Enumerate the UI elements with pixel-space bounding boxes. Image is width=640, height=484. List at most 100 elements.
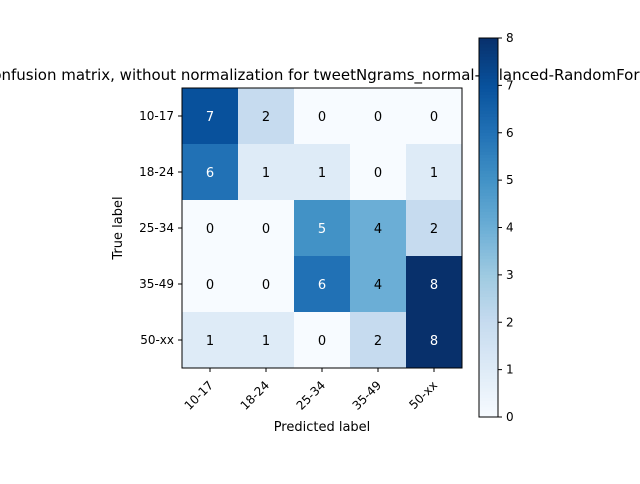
colorbar-segment — [479, 38, 498, 42]
colorbar-segment — [479, 246, 498, 251]
colorbar-segment — [479, 360, 498, 364]
cell-value-label: 0 — [206, 222, 214, 237]
cell-value-label: 1 — [430, 166, 438, 181]
colorbar-segment — [479, 208, 498, 213]
cell-value-label: 5 — [318, 222, 326, 237]
colorbar-segment — [479, 167, 498, 172]
colorbar-segment — [479, 75, 498, 80]
colorbar-segment — [479, 398, 498, 402]
y-tick-label: 25-34 — [139, 221, 174, 235]
colorbar-segment — [479, 312, 498, 317]
cell-labels: 7 2 0 0 0 6 1 1 0 1 0 0 5 4 2 0 0 6 4 8 1 1 0 2 8 — [206, 110, 438, 349]
colorbar-segment — [479, 126, 498, 131]
x-tick-label: 25-34 — [294, 378, 329, 413]
colorbar-segment — [479, 322, 498, 327]
colorbar-segment — [479, 356, 498, 361]
colorbar-segment — [479, 195, 498, 200]
colorbar-segment — [479, 202, 498, 206]
colorbar-tick-label: 8 — [506, 31, 514, 45]
colorbar-segment — [479, 47, 498, 52]
colorbar-segment — [479, 281, 498, 285]
colorbar-segment — [479, 233, 498, 238]
heatmap-cells — [182, 88, 463, 369]
heatmap-cell — [182, 256, 239, 313]
colorbar-segment — [479, 142, 498, 146]
heatmap-cell — [238, 88, 295, 145]
colorbar-segment — [479, 401, 498, 405]
colorbar-segment — [479, 186, 498, 191]
colorbar-segment — [479, 107, 498, 112]
heatmap-cell — [182, 312, 239, 369]
colorbar-segment — [479, 410, 498, 415]
colorbar-segment — [479, 63, 498, 68]
colorbar-segment — [479, 271, 498, 276]
colorbar-segment — [479, 205, 498, 210]
colorbar-segment — [479, 255, 498, 260]
colorbar-tick-label: 7 — [506, 78, 514, 92]
colorbar-segment — [479, 344, 498, 349]
colorbar-segment — [479, 129, 498, 134]
cell-value-label: 2 — [374, 334, 382, 349]
colorbar-segment — [479, 296, 498, 301]
colorbar-segment — [479, 53, 498, 58]
colorbar-tick-label: 5 — [506, 173, 514, 187]
colorbar-segment — [479, 221, 498, 225]
cell-value-label: 8 — [430, 278, 438, 293]
colorbar-segment — [479, 388, 498, 393]
colorbar-segment — [479, 173, 498, 178]
heatmap-cell — [294, 256, 351, 313]
cell-value-label: 1 — [318, 166, 326, 181]
cell-value-label: 0 — [318, 110, 326, 125]
colorbar-segment — [479, 211, 498, 216]
y-tick-label: 35-49 — [139, 277, 174, 291]
colorbar-segment — [479, 290, 498, 295]
colorbar-segment — [479, 82, 498, 86]
colorbar-segment — [479, 331, 498, 336]
colorbar-segment — [479, 379, 498, 383]
colorbar-segment — [479, 183, 498, 188]
cell-value-label: 0 — [262, 278, 270, 293]
y-tick-label: 18-24 — [139, 165, 174, 179]
heatmap-cell — [294, 312, 351, 369]
cell-value-label: 1 — [262, 166, 270, 181]
colorbar-segment — [479, 148, 498, 153]
colorbar-segment — [479, 180, 498, 184]
heatmap-cell — [294, 88, 351, 145]
colorbar-segment — [479, 350, 498, 355]
heatmap-cell — [182, 200, 239, 257]
colorbar-segment — [479, 293, 498, 298]
colorbar-segment — [479, 363, 498, 368]
colorbar-segment — [479, 158, 498, 162]
colorbar-segment — [479, 98, 498, 102]
colorbar-segment — [479, 199, 498, 203]
cell-value-label: 0 — [430, 110, 438, 125]
heatmap-cell — [350, 88, 407, 145]
colorbar-segment — [479, 123, 498, 128]
colorbar-tick-label: 4 — [506, 221, 514, 235]
colorbar-segment — [479, 382, 498, 387]
colorbar-segment — [479, 372, 498, 377]
colorbar-segment — [479, 300, 498, 304]
heatmap-cell — [350, 256, 407, 313]
colorbar-segment — [479, 328, 498, 333]
colorbar-segment — [479, 41, 498, 45]
colorbar-segment — [479, 66, 498, 71]
colorbar-tick-label: 0 — [506, 410, 514, 424]
colorbar-segment — [479, 120, 498, 124]
heatmap-cell — [406, 256, 463, 313]
colorbar-segment — [479, 385, 498, 390]
cell-value-label: 1 — [206, 334, 214, 349]
colorbar-segment — [479, 145, 498, 150]
colorbar-segment — [479, 347, 498, 352]
heatmap-cell — [238, 256, 295, 313]
colorbar-segment — [479, 391, 498, 396]
heatmap-cell — [238, 312, 295, 369]
colorbar-segment — [479, 366, 498, 371]
colorbar-segment — [479, 334, 498, 339]
heatmap-cell — [350, 200, 407, 257]
cell-value-label: 2 — [262, 110, 270, 125]
y-tick-label: 10-17 — [139, 109, 174, 123]
x-tick-label: 35-49 — [350, 378, 385, 413]
colorbar-segment — [479, 303, 498, 308]
